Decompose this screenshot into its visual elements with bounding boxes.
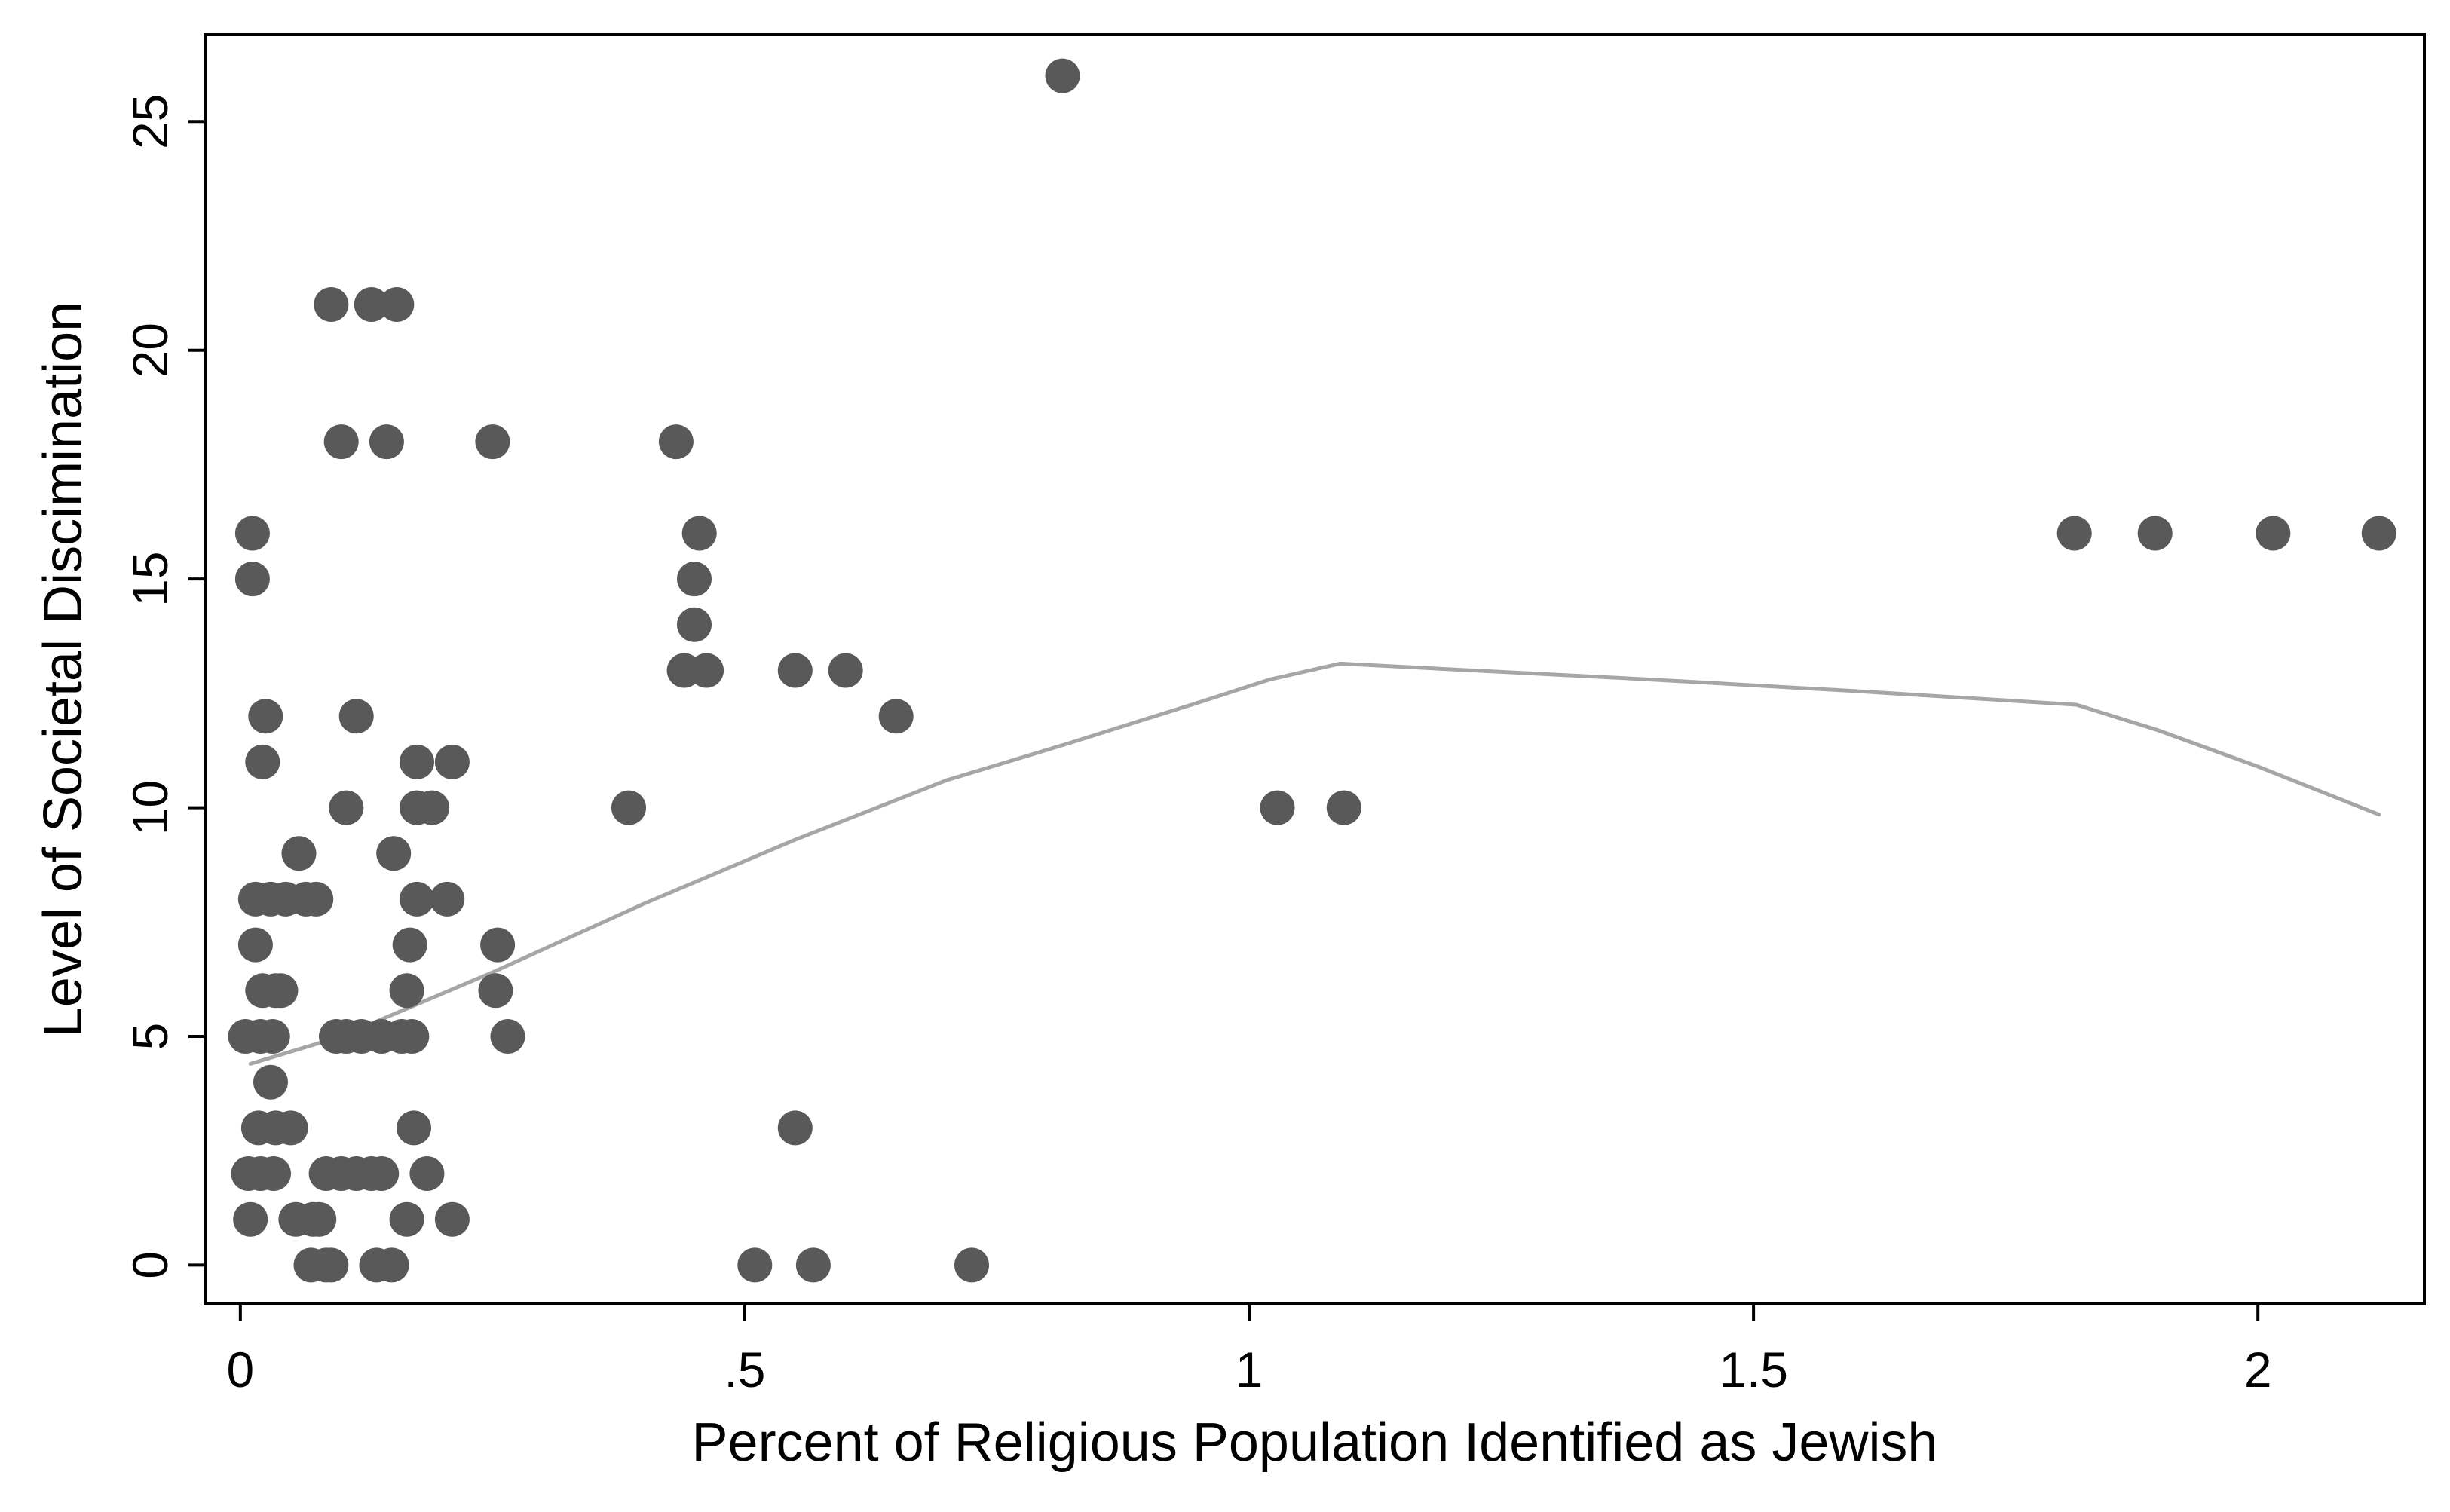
data-point [689, 653, 724, 688]
x-tick-label: 1 [1236, 1342, 1263, 1397]
data-point [475, 424, 510, 460]
y-tick-label: 5 [122, 1023, 178, 1051]
x-tick-label: .5 [724, 1342, 765, 1397]
data-point [234, 562, 270, 597]
data-point [409, 1156, 445, 1191]
data-point [253, 1064, 288, 1100]
data-point [379, 287, 415, 322]
points-layer [228, 58, 2396, 1283]
data-point [323, 424, 359, 460]
data-point [795, 1247, 831, 1283]
data-point [397, 1110, 431, 1146]
data-point [299, 881, 334, 917]
data-point [430, 881, 465, 917]
data-point [954, 1247, 989, 1283]
fit-line [248, 661, 2381, 1066]
data-point [273, 1110, 308, 1146]
x-axis-title: Percent of Religious Population Identifi… [692, 1413, 1938, 1473]
y-axis-title: Level of Societal Discimination [33, 301, 93, 1037]
data-point [354, 287, 389, 322]
data-point [364, 1156, 400, 1191]
data-point [777, 653, 813, 688]
data-point [400, 881, 434, 917]
data-point [480, 927, 516, 963]
data-point [490, 1019, 525, 1054]
data-point [1045, 58, 1080, 93]
data-point [302, 1201, 337, 1237]
data-point [389, 973, 424, 1009]
y-tick-label: 25 [122, 94, 178, 149]
data-point [677, 562, 712, 597]
data-point [369, 424, 404, 460]
data-point [434, 744, 470, 779]
data-point [389, 1201, 424, 1237]
data-point [400, 744, 434, 779]
y-axis: 0 5 10 15 20 25 [122, 94, 205, 1279]
data-point [338, 699, 374, 734]
data-point [245, 744, 280, 779]
data-point [248, 699, 283, 734]
data-point [374, 1247, 409, 1283]
data-point [658, 424, 694, 460]
data-point [314, 287, 349, 322]
data-point [434, 1201, 470, 1237]
data-point [394, 1019, 430, 1054]
data-point [281, 836, 317, 871]
data-point [478, 973, 513, 1009]
y-tick-label: 0 [122, 1251, 178, 1279]
x-axis: 0 .5 1 1.5 2 [226, 1304, 2272, 1397]
data-point [878, 699, 914, 734]
data-point [376, 836, 412, 871]
data-point [234, 516, 270, 551]
data-point [415, 790, 450, 825]
data-point [255, 1019, 290, 1054]
data-point [2137, 516, 2173, 551]
x-tick-label: 1.5 [1719, 1342, 1788, 1397]
data-point [2056, 516, 2092, 551]
data-point [392, 927, 427, 963]
data-point [314, 1247, 349, 1283]
data-point [828, 653, 863, 688]
data-point [263, 973, 299, 1009]
data-point [1326, 790, 1361, 825]
data-point [2361, 516, 2396, 551]
y-tick-label: 10 [122, 780, 178, 835]
data-point [329, 790, 364, 825]
data-point [2256, 516, 2291, 551]
data-point [256, 1156, 291, 1191]
y-tick-label: 20 [122, 323, 178, 378]
data-point [681, 516, 717, 551]
x-tick-label: 2 [2244, 1342, 2272, 1397]
y-tick-label: 15 [122, 551, 178, 606]
fit-line-layer [248, 661, 2381, 1066]
data-point [1260, 790, 1295, 825]
data-point [611, 790, 646, 825]
data-point [677, 607, 712, 642]
data-point [233, 1201, 268, 1237]
data-point [737, 1247, 773, 1283]
x-tick-label: 0 [226, 1342, 254, 1397]
data-point [237, 927, 273, 963]
data-point [777, 1110, 813, 1146]
